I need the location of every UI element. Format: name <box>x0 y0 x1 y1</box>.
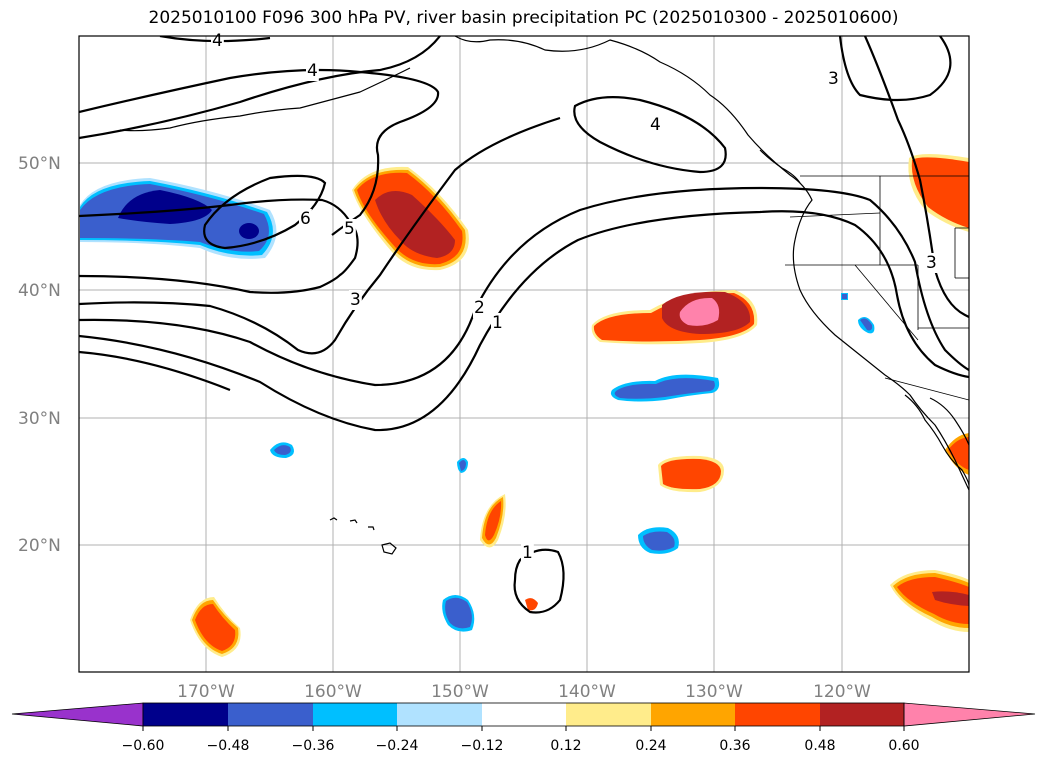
contour-label-halo <box>349 290 362 310</box>
contour-label: 3 <box>350 290 361 310</box>
contour-label: 2 <box>474 298 485 318</box>
chart-title: 2025010100 F096 300 hPa PV, river basin … <box>148 8 899 28</box>
contour-label: 6 <box>300 209 311 229</box>
lat-label: 20°N <box>18 536 61 556</box>
lon-label: 150°W <box>431 682 489 702</box>
contour-label: 1 <box>522 543 533 563</box>
lon-label: 120°W <box>813 682 871 702</box>
contour-4-aleutian <box>79 68 440 236</box>
contour-3-north <box>79 36 441 140</box>
lat-label: 50°N <box>18 154 61 174</box>
vancouver-island <box>759 149 801 184</box>
contour-label: 3 <box>828 69 839 89</box>
contour-label: 3 <box>926 253 937 273</box>
gulf-of-california <box>929 397 969 446</box>
contour-label-halo <box>343 219 356 239</box>
oregon-washington-border <box>789 212 881 218</box>
positive-anomaly-small-features <box>190 154 969 657</box>
colorbar-tick-label: 0.24 <box>635 738 666 754</box>
colorbar-segment <box>228 703 313 726</box>
contour-5 <box>79 198 359 294</box>
aleutian-islands <box>119 67 411 132</box>
contour-3 <box>79 116 561 355</box>
contour-1-west <box>79 350 231 392</box>
pv-contours <box>79 36 969 614</box>
colorbar-tick-label: −0.12 <box>461 738 504 754</box>
contour-label-halo <box>306 61 319 81</box>
lat-label: 30°N <box>18 409 61 429</box>
colorbar-segment <box>397 703 482 726</box>
colorbar-frame <box>142 702 905 727</box>
contour-1 <box>79 210 969 432</box>
lon-label: 130°W <box>685 682 743 702</box>
contour-4-closed <box>573 96 727 174</box>
negative-anomaly-central <box>610 374 720 402</box>
colorbar-extend-high <box>903 702 1036 727</box>
contour-label-halo <box>299 209 312 229</box>
positive-anomaly-north-pacific <box>352 166 469 271</box>
colorbar-tick-label: −0.60 <box>122 738 165 754</box>
negative-anomaly-small-features <box>270 293 875 632</box>
contour-label-halo <box>925 253 938 273</box>
colorbar-tick-label: 0.60 <box>888 738 919 754</box>
colorbar-segment <box>820 703 904 726</box>
contour-1-closed <box>513 548 565 614</box>
colorbar-segment <box>313 703 397 726</box>
positive-anomaly-south-central <box>658 455 724 493</box>
coastlines <box>119 36 969 555</box>
colorbar-tick-label: −0.48 <box>207 738 250 754</box>
lon-label: 160°W <box>304 682 362 702</box>
colorbar-segment <box>143 703 228 726</box>
colorbar-segment <box>651 703 735 726</box>
contour-label-halo <box>521 543 534 563</box>
mexico-border <box>884 377 969 401</box>
lon-label: 140°W <box>558 682 616 702</box>
lat-label: 40°N <box>18 281 61 301</box>
contour-label-halo <box>491 313 504 333</box>
negative-anomaly-south-central <box>638 527 679 554</box>
contour-6-closed <box>203 174 327 250</box>
positive-anomaly-central <box>591 290 758 345</box>
contour-label: 4 <box>212 31 223 51</box>
latitude-labels: 50°N 40°N 30°N 20°N <box>18 154 61 556</box>
colorbar-tick-label: 0.36 <box>719 738 750 754</box>
colorbar: −0.60 −0.48 −0.36 −0.24 −0.12 0.12 0.24 … <box>11 702 1036 754</box>
colorbar-tick-label: −0.24 <box>376 738 419 754</box>
lon-label: 170°W <box>177 682 235 702</box>
contour-labels: 4 4 4 3 6 5 3 2 1 1 3 <box>211 31 938 563</box>
contour-label: 4 <box>650 115 661 135</box>
contour-label: 1 <box>492 313 503 333</box>
hawaiian-islands <box>329 517 397 555</box>
contour-3-northeast <box>838 36 952 102</box>
precipitation-shading <box>80 154 969 657</box>
colorbar-segment <box>482 703 566 726</box>
contour-label-halo <box>827 69 840 89</box>
baja-coast <box>904 394 969 486</box>
longitude-labels: 170°W 160°W 150°W 140°W 130°W 120°W <box>177 682 871 702</box>
contour-3-east <box>863 36 969 318</box>
contour-label-halo <box>649 115 662 135</box>
contour-label-halo <box>473 298 486 318</box>
north-america-coast <box>454 36 969 491</box>
map-frame <box>78 35 970 673</box>
negative-anomaly-northwest <box>80 178 277 259</box>
colorbar-segment <box>735 703 820 726</box>
colorbar-tick-label: −0.36 <box>292 738 335 754</box>
colorbar-tick-label: 0.12 <box>550 738 581 754</box>
contour-label: 5 <box>344 219 355 239</box>
colorbar-segment <box>566 703 651 726</box>
contour-label: 4 <box>307 61 318 81</box>
contour-2 <box>79 186 969 387</box>
colorbar-tick-label: 0.48 <box>804 738 835 754</box>
colorbar-extend-low <box>11 702 144 727</box>
